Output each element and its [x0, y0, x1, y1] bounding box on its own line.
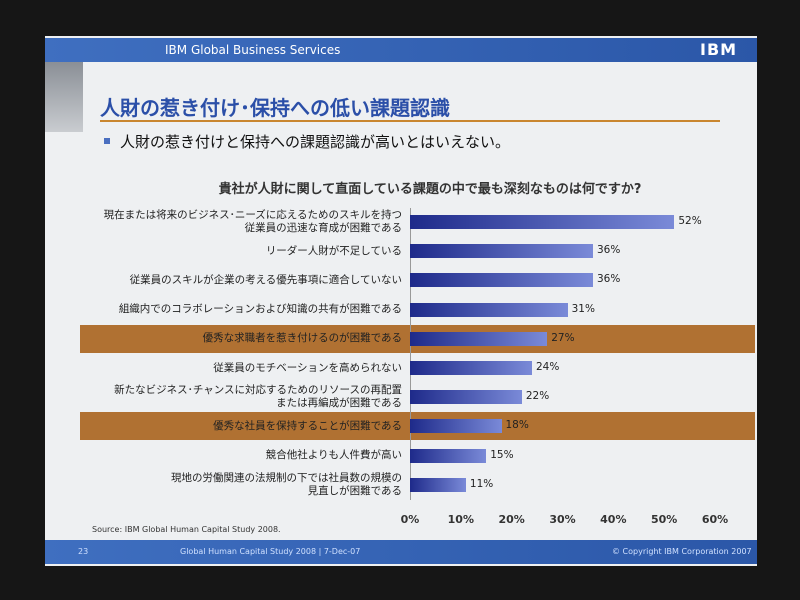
category-label: 競合他社よりも人件費が高い	[265, 449, 402, 462]
bar	[410, 302, 568, 317]
value-label: 18%	[505, 419, 529, 432]
bar	[410, 477, 466, 492]
slide-title: 人財の惹き付け･保持への低い課題認識	[100, 96, 450, 120]
header-bar	[45, 38, 757, 62]
bar	[410, 331, 548, 346]
bar	[410, 361, 532, 375]
photo-strip	[45, 62, 83, 132]
chart-title: 貴社が人財に関して直面している課題の中で最も深刻なものは何ですか?	[218, 182, 642, 197]
footer-bar	[45, 540, 757, 564]
category-label: 現在または将来のビジネス･ニーズに応えるためのスキルを持つ 従業員の迅速な育成が…	[103, 209, 402, 234]
bar	[410, 244, 593, 259]
category-label: リーダー人財が不足している	[265, 244, 402, 257]
value-label: 22%	[525, 390, 550, 403]
category-label: 組織内でのコラボレーションおよび知識の共有が困難である	[118, 303, 402, 316]
category-label: 優秀な求職者を惹き付けるのが困難である	[202, 332, 402, 345]
x-tick-label: 0%	[400, 513, 420, 526]
x-tick-label: 60%	[701, 513, 729, 526]
bullet-dot	[104, 138, 110, 144]
source: Source: IBM Global Human Capital Study 2…	[92, 525, 281, 534]
category-label: 新たなビジネス･チャンスに対応するためのリソースの再配置 または再編成が困難であ…	[114, 384, 402, 410]
copyright: © Copyright IBM Corporation 2007	[612, 547, 752, 556]
x-tick-label: 30%	[549, 513, 576, 526]
page-number: 23	[78, 547, 89, 556]
x-tick-label: 10%	[447, 513, 474, 526]
x-tick-label: 20%	[498, 513, 525, 526]
header-text: IBM Global Business Services	[165, 43, 341, 57]
value-label: 52%	[678, 215, 702, 227]
category-label: 従業員のモチベーションを高められない	[213, 361, 402, 374]
value-label: 11%	[469, 477, 494, 490]
x-tick-label: 50%	[650, 513, 678, 526]
value-label: 24%	[536, 361, 560, 373]
bar	[410, 419, 502, 434]
bar	[410, 448, 487, 463]
x-tick-label: 40%	[600, 513, 627, 526]
bar	[410, 215, 675, 229]
title-rule	[100, 120, 720, 122]
value-label: 31%	[571, 302, 595, 315]
category-label: 優秀な社員を保持することが困難である	[213, 419, 402, 432]
value-label: 15%	[490, 448, 514, 461]
y-axis	[410, 208, 411, 500]
bullet-text: 人財の惹き付けと保持への課題認識が高いとはいえない。	[120, 133, 511, 151]
slide	[45, 36, 757, 566]
value-label: 27%	[551, 331, 575, 344]
bar	[410, 273, 593, 288]
value-label: 36%	[597, 273, 621, 286]
bar	[410, 390, 522, 405]
category-label: 現地の労働関連の法規制の下では社員数の規模の 見直しが困難である	[171, 471, 402, 497]
footer-text: Global Human Capital Study 2008 | 7-Dec-…	[180, 547, 361, 556]
logo: IBM	[700, 40, 738, 59]
category-label: 従業員のスキルが企業の考える優先事項に適合していない	[129, 273, 402, 286]
value-label: 36%	[597, 244, 621, 257]
